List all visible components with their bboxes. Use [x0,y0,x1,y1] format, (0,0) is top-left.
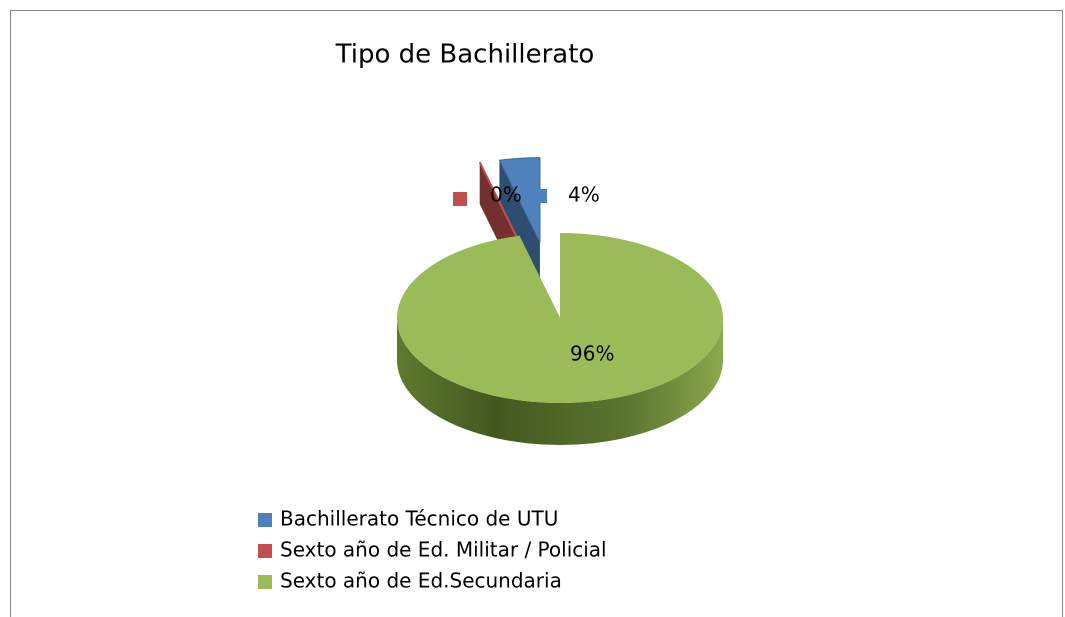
legend-label: Sexto año de Ed.Secundaria [280,569,562,593]
label-key [538,348,552,362]
legend-key [258,513,272,527]
data-label: 0% [490,183,522,207]
legend-label: Sexto año de Ed. Militar / Policial [280,538,607,562]
legend-label: Bachillerato Técnico de UTU [280,507,558,531]
slice [396,233,723,403]
chart-frame [10,10,1063,617]
slice-side [397,318,723,445]
legend-key [258,575,272,589]
data-label: 96% [570,342,614,366]
slice [498,157,541,243]
slice [478,161,522,245]
legend-key [258,544,272,558]
slice-side [499,160,540,285]
chart-title: Tipo de Bachillerato [335,40,595,70]
label-key [533,189,547,203]
data-label: 4% [568,183,600,207]
label-key [453,192,467,206]
